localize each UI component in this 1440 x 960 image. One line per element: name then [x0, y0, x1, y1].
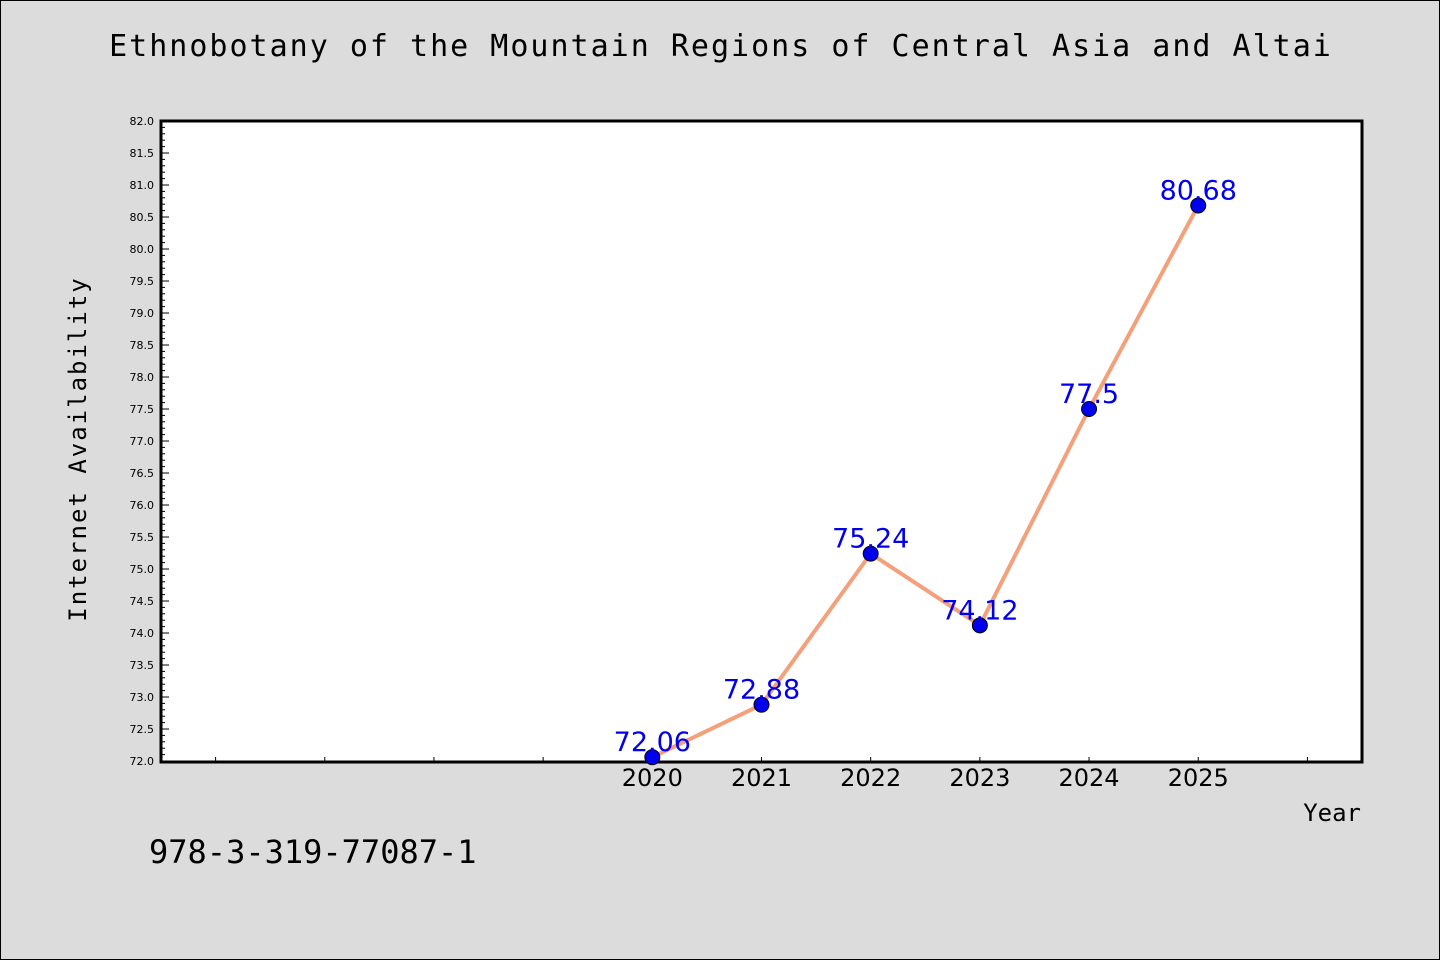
- data-point: [644, 749, 661, 766]
- x-tick-label: 2023: [949, 764, 1010, 792]
- y-tick-label: 73.5: [130, 659, 155, 672]
- series-line: [651, 204, 1200, 759]
- y-tick-label: 80.5: [130, 211, 155, 224]
- y-tick-label: 79.0: [130, 307, 155, 320]
- y-tick-label: 78.5: [130, 339, 155, 352]
- y-tick-label: 76.0: [130, 499, 155, 512]
- y-axis-label: Internet Availability: [64, 276, 92, 621]
- data-label: 74.12: [941, 595, 1018, 626]
- data-point: [753, 696, 770, 713]
- x-tick-label: 2024: [1059, 764, 1120, 792]
- y-tick-label: 76.5: [130, 467, 155, 480]
- data-point: [1190, 197, 1207, 214]
- y-tick-label: 79.5: [130, 275, 155, 288]
- y-tick-label: 81.0: [130, 179, 155, 192]
- x-tick-label: 2021: [731, 764, 792, 792]
- data-point: [1081, 401, 1098, 417]
- data-point: [971, 617, 988, 634]
- isbn-text: 978-3-319-77087-1: [149, 833, 477, 871]
- y-tick-label: 80.0: [130, 243, 155, 256]
- y-tick-label: 72.5: [130, 723, 155, 736]
- data-label: 80.68: [1160, 175, 1237, 206]
- x-ticks: 2020 2021 2022 2023 2024 2025: [215, 757, 1308, 792]
- data-labels: 72.06 72.88 75.24 74.12 77.5 80.68: [614, 175, 1237, 758]
- y-tick-label: 78.0: [130, 371, 155, 384]
- data-point: [862, 545, 879, 562]
- data-label: 72.88: [723, 675, 800, 706]
- y-tick-label: 74.0: [130, 627, 155, 640]
- y-minor-ticks: [161, 126, 165, 756]
- series-lines: [651, 204, 1200, 759]
- data-label: 72.06: [614, 727, 691, 758]
- y-tick-label: 74.5: [130, 595, 155, 608]
- y-tick-label: 77.0: [130, 435, 155, 448]
- plot-area: [159, 119, 1364, 764]
- data-label: 75.24: [832, 524, 909, 555]
- data-label: 77.5: [1059, 379, 1119, 410]
- y-tick-label: 77.5: [130, 403, 155, 416]
- x-tick-label: 2025: [1168, 764, 1229, 792]
- x-tick-label: 2020: [622, 764, 683, 792]
- y-tick-label: 72.0: [130, 755, 155, 768]
- y-tick-label: 75.0: [130, 563, 155, 576]
- x-axis-label: Year: [1303, 799, 1361, 827]
- chart-title: Ethnobotany of the Mountain Regions of C…: [109, 29, 1333, 64]
- y-tick-label: 73.0: [130, 691, 155, 704]
- x-tick-label: 2022: [840, 764, 901, 792]
- y-tick-label: 82.0: [130, 115, 155, 128]
- series-markers: [644, 197, 1207, 766]
- y-tick-label: 81.5: [130, 147, 155, 160]
- y-major-ticks: 72.0 72.5 73.0 73.5 74.0 74.5 75.0 75.5 76.0 76.5…: [130, 115, 169, 768]
- y-tick-label: 75.5: [130, 531, 155, 544]
